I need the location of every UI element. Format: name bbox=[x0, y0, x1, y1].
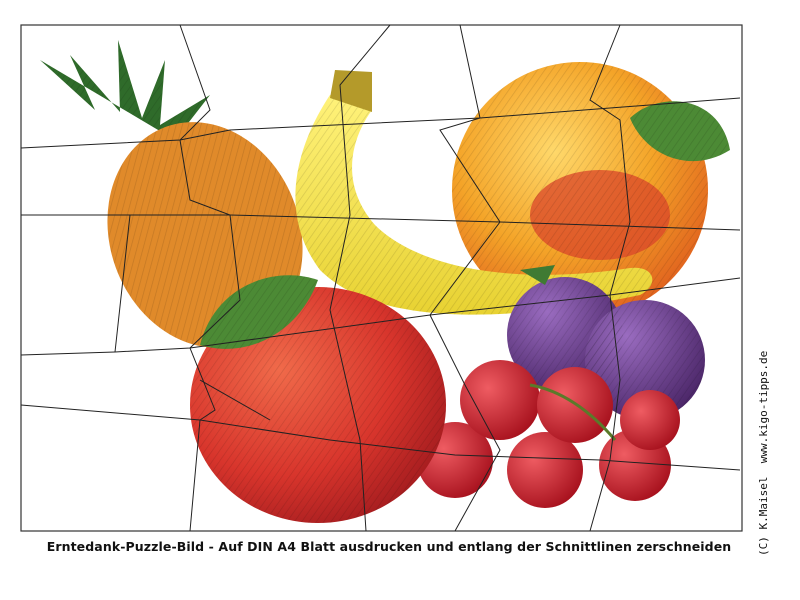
orange bbox=[452, 62, 730, 318]
copyright-credit: (C) K.Maisel www.kigo-tipps.de bbox=[757, 350, 770, 556]
cut-lines bbox=[20, 24, 741, 532]
plums bbox=[507, 265, 705, 420]
banana bbox=[295, 70, 653, 315]
apple bbox=[190, 275, 446, 523]
caption: Erntedank-Puzzle-Bild - Auf DIN A4 Blatt… bbox=[46, 539, 732, 554]
puzzle-frame bbox=[20, 24, 743, 532]
